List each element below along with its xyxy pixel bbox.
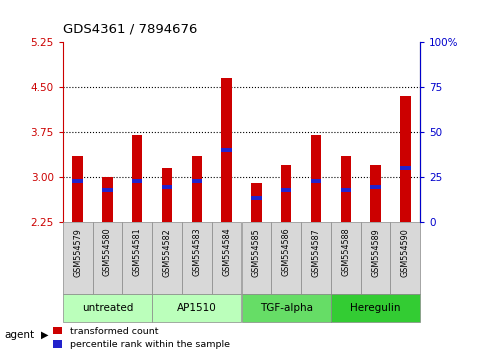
Text: GSM554585: GSM554585	[252, 228, 261, 276]
Bar	[192, 156, 202, 222]
Bar	[370, 165, 381, 222]
Text: GSM554580: GSM554580	[103, 228, 112, 276]
Bar	[221, 148, 232, 152]
Text: untreated: untreated	[82, 303, 133, 313]
Text: GSM554588: GSM554588	[341, 228, 350, 276]
Bar	[162, 185, 172, 189]
Bar	[281, 188, 291, 193]
Text: AP1510: AP1510	[177, 303, 217, 313]
Bar	[122, 222, 152, 294]
Bar	[102, 188, 113, 193]
Bar	[242, 294, 331, 322]
Text: GDS4361 / 7894676: GDS4361 / 7894676	[63, 22, 197, 35]
Bar	[281, 165, 291, 222]
Bar	[370, 185, 381, 189]
Bar	[400, 166, 411, 170]
Bar	[102, 177, 113, 222]
Bar	[400, 96, 411, 222]
Text: GSM554589: GSM554589	[371, 228, 380, 276]
Legend: transformed count, percentile rank within the sample: transformed count, percentile rank withi…	[53, 326, 230, 349]
Text: GSM554581: GSM554581	[133, 228, 142, 276]
Bar	[251, 183, 262, 222]
Bar	[331, 222, 361, 294]
Bar	[93, 222, 122, 294]
Bar	[182, 222, 212, 294]
Bar	[341, 188, 351, 193]
Bar	[72, 156, 83, 222]
Text: GSM554584: GSM554584	[222, 228, 231, 276]
Bar	[63, 294, 152, 322]
Bar	[251, 196, 262, 200]
Bar	[311, 135, 321, 222]
Bar	[311, 179, 321, 183]
Bar	[301, 222, 331, 294]
Bar	[390, 222, 420, 294]
Bar	[152, 294, 242, 322]
Bar	[212, 222, 242, 294]
Bar	[152, 222, 182, 294]
Text: TGF-alpha: TGF-alpha	[260, 303, 313, 313]
Bar	[271, 222, 301, 294]
Text: GSM554583: GSM554583	[192, 228, 201, 276]
Bar	[331, 294, 420, 322]
Text: agent: agent	[5, 330, 35, 339]
Bar	[221, 78, 232, 222]
Bar	[132, 179, 142, 183]
Text: GSM554579: GSM554579	[73, 228, 82, 277]
Text: Heregulin: Heregulin	[350, 303, 401, 313]
Bar	[192, 179, 202, 183]
Text: GSM554587: GSM554587	[312, 228, 320, 276]
Text: GSM554586: GSM554586	[282, 228, 291, 276]
Text: GSM554590: GSM554590	[401, 228, 410, 276]
Text: ▶: ▶	[41, 330, 49, 339]
Bar	[341, 156, 351, 222]
Bar	[63, 222, 93, 294]
Bar	[242, 222, 271, 294]
Text: GSM554582: GSM554582	[163, 228, 171, 276]
Bar	[132, 135, 142, 222]
Bar	[361, 222, 390, 294]
Bar	[162, 168, 172, 222]
Bar	[72, 179, 83, 183]
